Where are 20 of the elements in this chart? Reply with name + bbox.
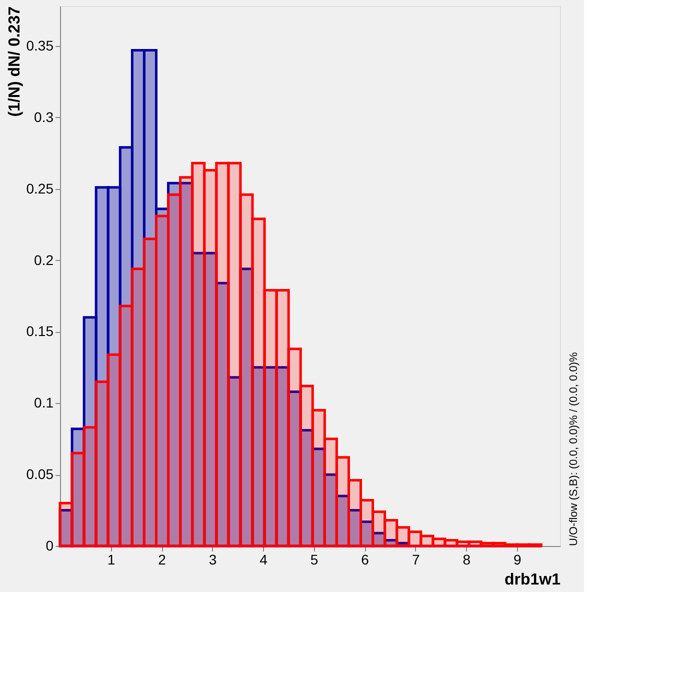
x-tick-label: 8	[462, 552, 471, 568]
x-tick-label: 3	[208, 552, 217, 568]
text: U/O-flow (S,B): (0.0, 0.0)% / (0.0, 0.0)%	[568, 352, 580, 546]
y-tick-label: 0.3	[34, 108, 54, 125]
y-axis-title: (1/N) dN/ 0.237	[6, 6, 24, 117]
x-tick-label: 4	[260, 552, 268, 568]
x-tick-label: 9	[513, 552, 522, 568]
y-tick-label: 0.15	[26, 323, 54, 340]
x-axis-title: drb1w1	[504, 572, 561, 588]
x-tick-label: 7	[412, 552, 420, 568]
y-tick-label: 0	[46, 538, 54, 554]
x-tick-label: 5	[310, 552, 318, 568]
y-tick-label: 0.05	[26, 466, 54, 482]
x-tick-label: 1	[107, 552, 116, 568]
y-tick-label: 0.1	[34, 394, 54, 411]
y-tick-label: 0.35	[26, 38, 54, 54]
x-tick-label: 6	[361, 552, 370, 568]
y-tick-label: 0.2	[34, 252, 54, 268]
x-tick-label: 2	[158, 552, 166, 568]
y-tick-label: 0.25	[26, 180, 54, 196]
